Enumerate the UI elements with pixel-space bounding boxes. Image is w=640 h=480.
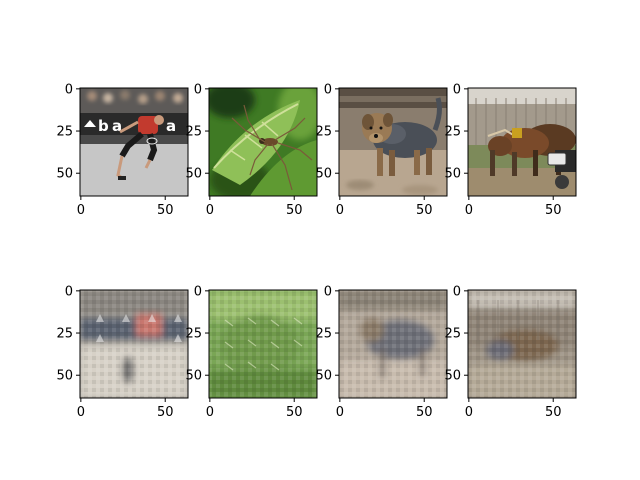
panel-recon-tennis — [80, 290, 188, 398]
axes-r0c0: 0 50 0 25 50 — [56, 82, 189, 218]
y-tick-label: 0 — [453, 82, 461, 97]
y-tick-label: 25 — [444, 327, 461, 342]
x-tick-label: 0 — [336, 203, 344, 218]
x-tick-label: 0 — [77, 203, 85, 218]
x-tick-label: 50 — [545, 203, 562, 218]
y-tick-label: 25 — [185, 327, 202, 342]
x-tick-label: 0 — [336, 405, 344, 420]
axes-r1c0: 0 50 0 25 50 — [56, 284, 189, 420]
panel-dog — [339, 88, 447, 196]
axes-layer: 0 50 0 25 50 0 50 0 25 50 0 50 0 25 50 0 50 0 25 50 0 50 0 25 50… — [56, 82, 577, 420]
y-tick-label: 0 — [194, 284, 202, 299]
axes-frame — [467, 87, 577, 197]
panel-tennis: b a a — [80, 88, 188, 196]
x-tick-label: 0 — [206, 203, 214, 218]
panel-recon-oxen — [468, 290, 576, 398]
y-tick-label: 50 — [56, 369, 73, 384]
svg-text:a: a — [112, 117, 122, 135]
x-tick-label: 0 — [465, 203, 473, 218]
axes-frame — [79, 289, 189, 399]
x-tick-label: 50 — [416, 405, 433, 420]
x-tick-label: 50 — [157, 203, 174, 218]
x-tick-label: 50 — [545, 405, 562, 420]
y-tick-label: 25 — [185, 125, 202, 140]
x-tick-label: 0 — [206, 405, 214, 420]
axes-r0c1: 0 50 0 25 50 — [185, 82, 318, 218]
axes-r1c3: 0 50 0 25 50 — [444, 284, 577, 420]
axes-frame — [467, 289, 577, 399]
panel-insect — [209, 88, 317, 196]
axes-r0c3: 0 50 0 25 50 — [444, 82, 577, 218]
y-tick-label: 0 — [194, 82, 202, 97]
axes-r1c2: 0 50 0 25 50 — [315, 284, 448, 420]
y-tick-label: 50 — [315, 167, 332, 182]
x-tick-label: 50 — [157, 405, 174, 420]
panel-oxen — [468, 88, 576, 196]
svg-text:a: a — [166, 117, 176, 135]
x-tick-label: 50 — [286, 203, 303, 218]
axes-frame — [208, 87, 318, 197]
y-tick-label: 0 — [65, 284, 73, 299]
axes-frame — [79, 87, 189, 197]
y-tick-label: 0 — [453, 284, 461, 299]
axes-r0c2: 0 50 0 25 50 — [315, 82, 448, 218]
y-tick-label: 0 — [324, 82, 332, 97]
y-tick-label: 50 — [185, 369, 202, 384]
x-tick-label: 0 — [465, 405, 473, 420]
y-tick-label: 25 — [56, 125, 73, 140]
y-tick-label: 25 — [315, 327, 332, 342]
axes-frame — [338, 289, 448, 399]
axes-frame — [208, 289, 318, 399]
y-tick-label: 50 — [56, 167, 73, 182]
svg-text:b: b — [98, 117, 109, 135]
axes-frame — [338, 87, 448, 197]
x-tick-label: 0 — [77, 405, 85, 420]
y-tick-label: 50 — [185, 167, 202, 182]
x-tick-label: 50 — [286, 405, 303, 420]
y-tick-label: 50 — [315, 369, 332, 384]
y-tick-label: 50 — [444, 369, 461, 384]
axes-r1c1: 0 50 0 25 50 — [185, 284, 318, 420]
panel-recon-dog — [339, 290, 447, 398]
y-tick-label: 25 — [444, 125, 461, 140]
y-tick-label: 25 — [315, 125, 332, 140]
y-tick-label: 50 — [444, 167, 461, 182]
x-tick-label: 50 — [416, 203, 433, 218]
panel-recon-insect — [209, 290, 317, 398]
y-tick-label: 0 — [65, 82, 73, 97]
y-tick-label: 25 — [56, 327, 73, 342]
y-tick-label: 0 — [324, 284, 332, 299]
